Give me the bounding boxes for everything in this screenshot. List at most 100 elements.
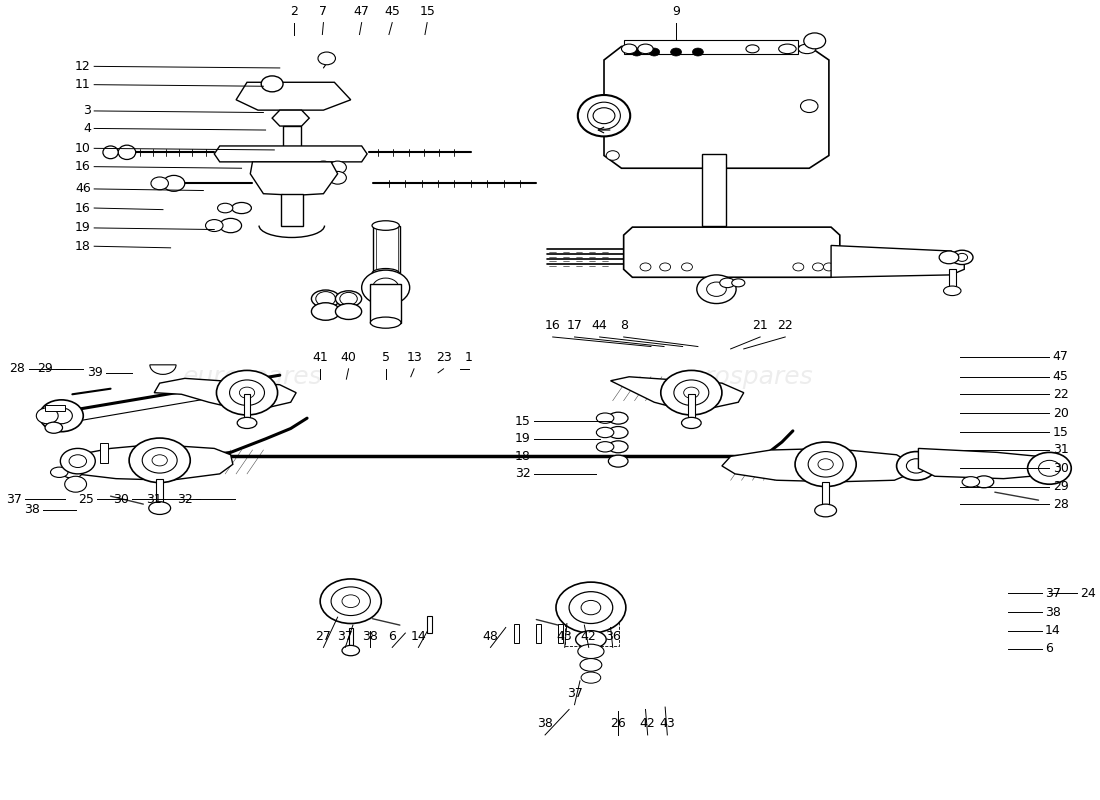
Polygon shape (610, 377, 744, 409)
Text: 22: 22 (778, 319, 793, 332)
Text: 22: 22 (1053, 388, 1068, 401)
Bar (558, 623, 562, 643)
Ellipse shape (608, 441, 628, 453)
Circle shape (65, 476, 87, 492)
Text: 28: 28 (1053, 498, 1068, 510)
Wedge shape (150, 365, 176, 374)
Text: 38: 38 (362, 630, 378, 642)
Circle shape (824, 263, 835, 271)
Bar (515, 623, 519, 643)
Circle shape (593, 108, 615, 124)
Text: eurospares: eurospares (674, 365, 814, 389)
Text: 46: 46 (75, 182, 91, 195)
Bar (100, 443, 109, 462)
Bar (823, 482, 829, 506)
Circle shape (151, 177, 168, 190)
Ellipse shape (148, 502, 170, 514)
Circle shape (1027, 452, 1071, 484)
Text: 16: 16 (75, 160, 91, 173)
Text: 5: 5 (382, 351, 389, 364)
Ellipse shape (336, 291, 362, 306)
Ellipse shape (975, 476, 993, 488)
Text: 47: 47 (354, 5, 370, 18)
Ellipse shape (682, 418, 701, 429)
Ellipse shape (232, 202, 252, 214)
Text: 2: 2 (290, 5, 298, 18)
Circle shape (316, 292, 336, 306)
Circle shape (906, 458, 926, 473)
Text: 31: 31 (146, 493, 162, 506)
Text: 9: 9 (672, 5, 680, 18)
Bar (349, 628, 353, 646)
Polygon shape (722, 449, 913, 482)
Text: 26: 26 (610, 717, 626, 730)
Ellipse shape (51, 467, 68, 478)
Text: 15: 15 (419, 5, 436, 18)
Circle shape (373, 278, 399, 297)
Text: 32: 32 (177, 493, 192, 506)
Circle shape (217, 370, 277, 415)
Ellipse shape (952, 250, 974, 265)
Circle shape (51, 408, 73, 424)
Polygon shape (251, 162, 338, 195)
Ellipse shape (957, 254, 968, 262)
Ellipse shape (372, 269, 399, 278)
Ellipse shape (580, 658, 602, 671)
Circle shape (606, 150, 619, 160)
Text: 14: 14 (1045, 624, 1060, 637)
Text: 39: 39 (87, 366, 103, 379)
Bar (280, 194, 302, 226)
Text: 10: 10 (75, 142, 91, 155)
Ellipse shape (372, 221, 399, 230)
Text: 21: 21 (752, 319, 768, 332)
Text: 37: 37 (1045, 586, 1060, 600)
Polygon shape (604, 46, 829, 168)
Text: 43: 43 (660, 717, 675, 730)
Text: 11: 11 (75, 78, 91, 91)
Circle shape (331, 587, 371, 615)
Text: 38: 38 (24, 503, 40, 516)
Circle shape (808, 451, 843, 477)
Bar (373, 226, 400, 274)
Circle shape (631, 48, 642, 56)
Ellipse shape (815, 504, 836, 517)
Text: 48: 48 (483, 630, 498, 642)
Ellipse shape (336, 303, 362, 319)
Ellipse shape (732, 279, 745, 287)
Text: 47: 47 (1053, 350, 1068, 363)
Polygon shape (154, 378, 296, 409)
Text: 32: 32 (515, 467, 531, 480)
Text: 8: 8 (619, 319, 628, 332)
Circle shape (660, 263, 671, 271)
Circle shape (649, 48, 660, 56)
Polygon shape (624, 227, 839, 278)
Circle shape (230, 380, 264, 406)
Ellipse shape (962, 477, 980, 487)
Circle shape (36, 408, 58, 424)
Bar (376, 226, 398, 274)
Text: 24: 24 (1080, 586, 1096, 600)
Circle shape (129, 438, 190, 482)
Text: 17: 17 (566, 319, 583, 332)
Text: 20: 20 (1053, 407, 1068, 420)
Ellipse shape (342, 646, 360, 656)
Bar (156, 478, 163, 504)
Ellipse shape (596, 442, 614, 452)
Circle shape (342, 595, 360, 607)
Text: 23: 23 (436, 351, 451, 364)
Circle shape (315, 171, 332, 184)
Circle shape (60, 449, 96, 474)
Circle shape (40, 400, 84, 432)
Text: 37: 37 (566, 687, 583, 700)
Circle shape (661, 370, 722, 415)
Circle shape (569, 592, 613, 623)
Circle shape (801, 100, 818, 113)
Circle shape (813, 263, 824, 271)
Text: 4: 4 (82, 122, 91, 135)
Text: 37: 37 (7, 493, 22, 506)
Ellipse shape (578, 644, 604, 658)
Circle shape (240, 387, 255, 398)
Text: 40: 40 (341, 351, 356, 364)
Circle shape (163, 175, 185, 191)
Text: 45: 45 (384, 5, 400, 18)
